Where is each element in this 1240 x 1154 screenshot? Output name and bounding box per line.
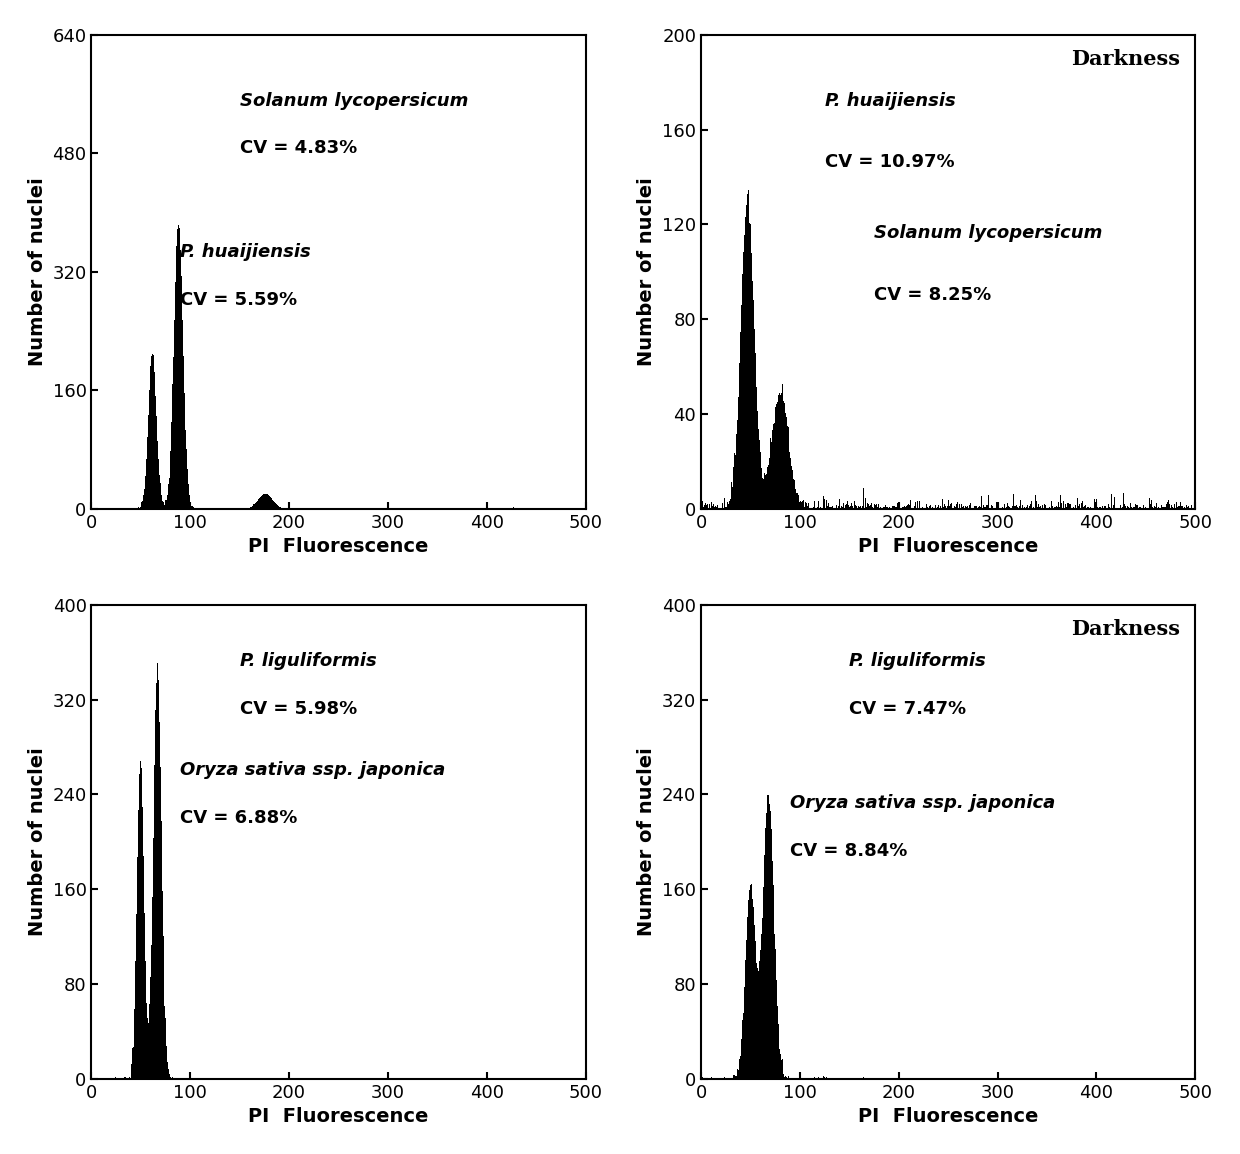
Text: P. liguliformis: P. liguliformis — [849, 652, 986, 670]
X-axis label: PI  Fluorescence: PI Fluorescence — [858, 537, 1038, 556]
X-axis label: PI  Fluorescence: PI Fluorescence — [858, 1107, 1038, 1126]
Text: Darkness: Darkness — [1071, 619, 1180, 639]
Text: CV = 8.84%: CV = 8.84% — [790, 841, 908, 860]
Text: CV = 7.47%: CV = 7.47% — [849, 699, 966, 718]
Text: CV = 5.98%: CV = 5.98% — [239, 699, 357, 718]
X-axis label: PI  Fluorescence: PI Fluorescence — [248, 537, 429, 556]
Text: P. liguliformis: P. liguliformis — [239, 652, 377, 670]
Text: Solanum lycopersicum: Solanum lycopersicum — [239, 91, 467, 110]
Text: P. huaijiensis: P. huaijiensis — [825, 91, 955, 110]
Text: CV = 8.25%: CV = 8.25% — [874, 286, 991, 304]
Y-axis label: Number of nuclei: Number of nuclei — [27, 748, 47, 936]
Text: P. huaijiensis: P. huaijiensis — [180, 243, 311, 261]
Text: Oryza sativa ssp. japonica: Oryza sativa ssp. japonica — [180, 762, 445, 779]
Y-axis label: Number of nuclei: Number of nuclei — [637, 748, 656, 936]
Y-axis label: Number of nuclei: Number of nuclei — [27, 178, 47, 366]
Text: CV = 6.88%: CV = 6.88% — [180, 809, 298, 826]
Text: CV = 5.59%: CV = 5.59% — [180, 291, 298, 309]
Text: Oryza sativa ssp. japonica: Oryza sativa ssp. japonica — [790, 794, 1055, 812]
Y-axis label: Number of nuclei: Number of nuclei — [637, 178, 656, 366]
X-axis label: PI  Fluorescence: PI Fluorescence — [248, 1107, 429, 1126]
Text: Darkness: Darkness — [1071, 48, 1180, 69]
Text: CV = 10.97%: CV = 10.97% — [825, 153, 955, 171]
Text: CV = 4.83%: CV = 4.83% — [239, 138, 357, 157]
Text: Solanum lycopersicum: Solanum lycopersicum — [874, 224, 1102, 242]
